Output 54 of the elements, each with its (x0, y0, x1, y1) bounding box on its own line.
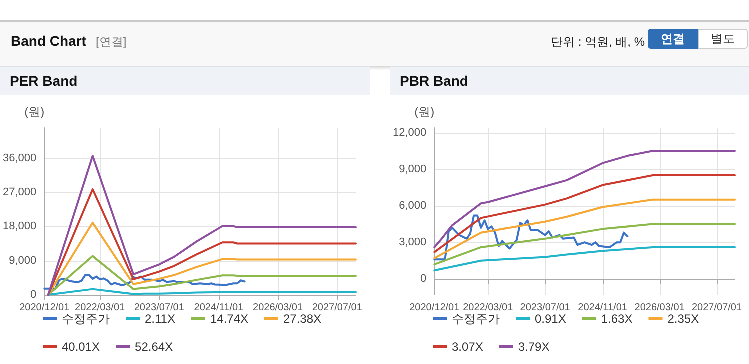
x-tick-label: 2027/07/01 (692, 302, 742, 314)
legend-label: 3.79X (518, 340, 550, 354)
legend-label: 40.01X (62, 340, 100, 354)
y-tick-label: 0 (420, 273, 427, 286)
line-series (434, 174, 736, 254)
line-series (434, 214, 629, 261)
chart-title: PBR Band (390, 66, 749, 95)
line-series (47, 255, 357, 296)
x-tick-label: 2024/11/01 (578, 302, 628, 314)
text: 단위 : 억원, 배, % (550, 34, 645, 51)
y-tick-label: 18,000 (2, 220, 37, 233)
legend-label: 수정주가 (62, 312, 110, 326)
line-series (434, 198, 736, 260)
line-series (434, 246, 736, 272)
x-tick-label: 2026/03/01 (634, 302, 686, 314)
y-tick-label: 9,000 (399, 163, 427, 176)
legend-label: 2.11X (145, 312, 176, 326)
x-tick-label: 2023/07/01 (520, 302, 571, 314)
y-tick-label: 12,000 (392, 126, 427, 139)
text: 연결 (648, 29, 698, 49)
line-series (47, 155, 357, 296)
x-tick-label: 2023/07/01 (134, 302, 185, 314)
legend-label: 3.07X (452, 340, 484, 354)
y-tick-label: 0 (30, 289, 37, 301)
y-tick-label: 27,000 (2, 186, 37, 199)
line-series (434, 223, 736, 266)
x-tick-label: 2024/11/01 (194, 302, 244, 314)
x-tick-label: 2020/12/01 (410, 302, 460, 314)
y-tick-label: 9,000 (9, 254, 37, 267)
legend-label: 52.64X (135, 340, 174, 354)
text: [연결] (96, 34, 127, 51)
x-tick-label: 2027/07/01 (312, 302, 363, 314)
y-axis-title: (원) (414, 105, 435, 119)
x-tick-label: 2026/03/01 (253, 302, 304, 314)
y-tick-label: 36,000 (2, 152, 37, 164)
line-series (434, 150, 736, 248)
legend-label: 14.74X (210, 312, 249, 326)
y-tick-label: 3,000 (399, 236, 427, 249)
legend-label: 0.91X (535, 312, 566, 326)
text: Band Chart (11, 33, 86, 49)
line-series (47, 222, 357, 296)
legend-label: 2.35X (668, 312, 700, 326)
x-tick-label: 2020/12/01 (20, 302, 70, 314)
x-tick-label: 2022/03/01 (75, 302, 126, 314)
text: 별도 (698, 29, 748, 49)
line-series (44, 274, 246, 290)
x-tick-label: 2022/03/01 (463, 302, 514, 314)
legend-label: 수정주가 (452, 312, 500, 326)
chart-title: PER Band (0, 66, 370, 95)
legend-label: 1.63X (601, 312, 633, 326)
legend-label: 27.38X (284, 312, 322, 326)
y-tick-label: 6,000 (399, 200, 427, 212)
line-series (47, 188, 357, 296)
y-axis-title: (원) (24, 105, 45, 119)
